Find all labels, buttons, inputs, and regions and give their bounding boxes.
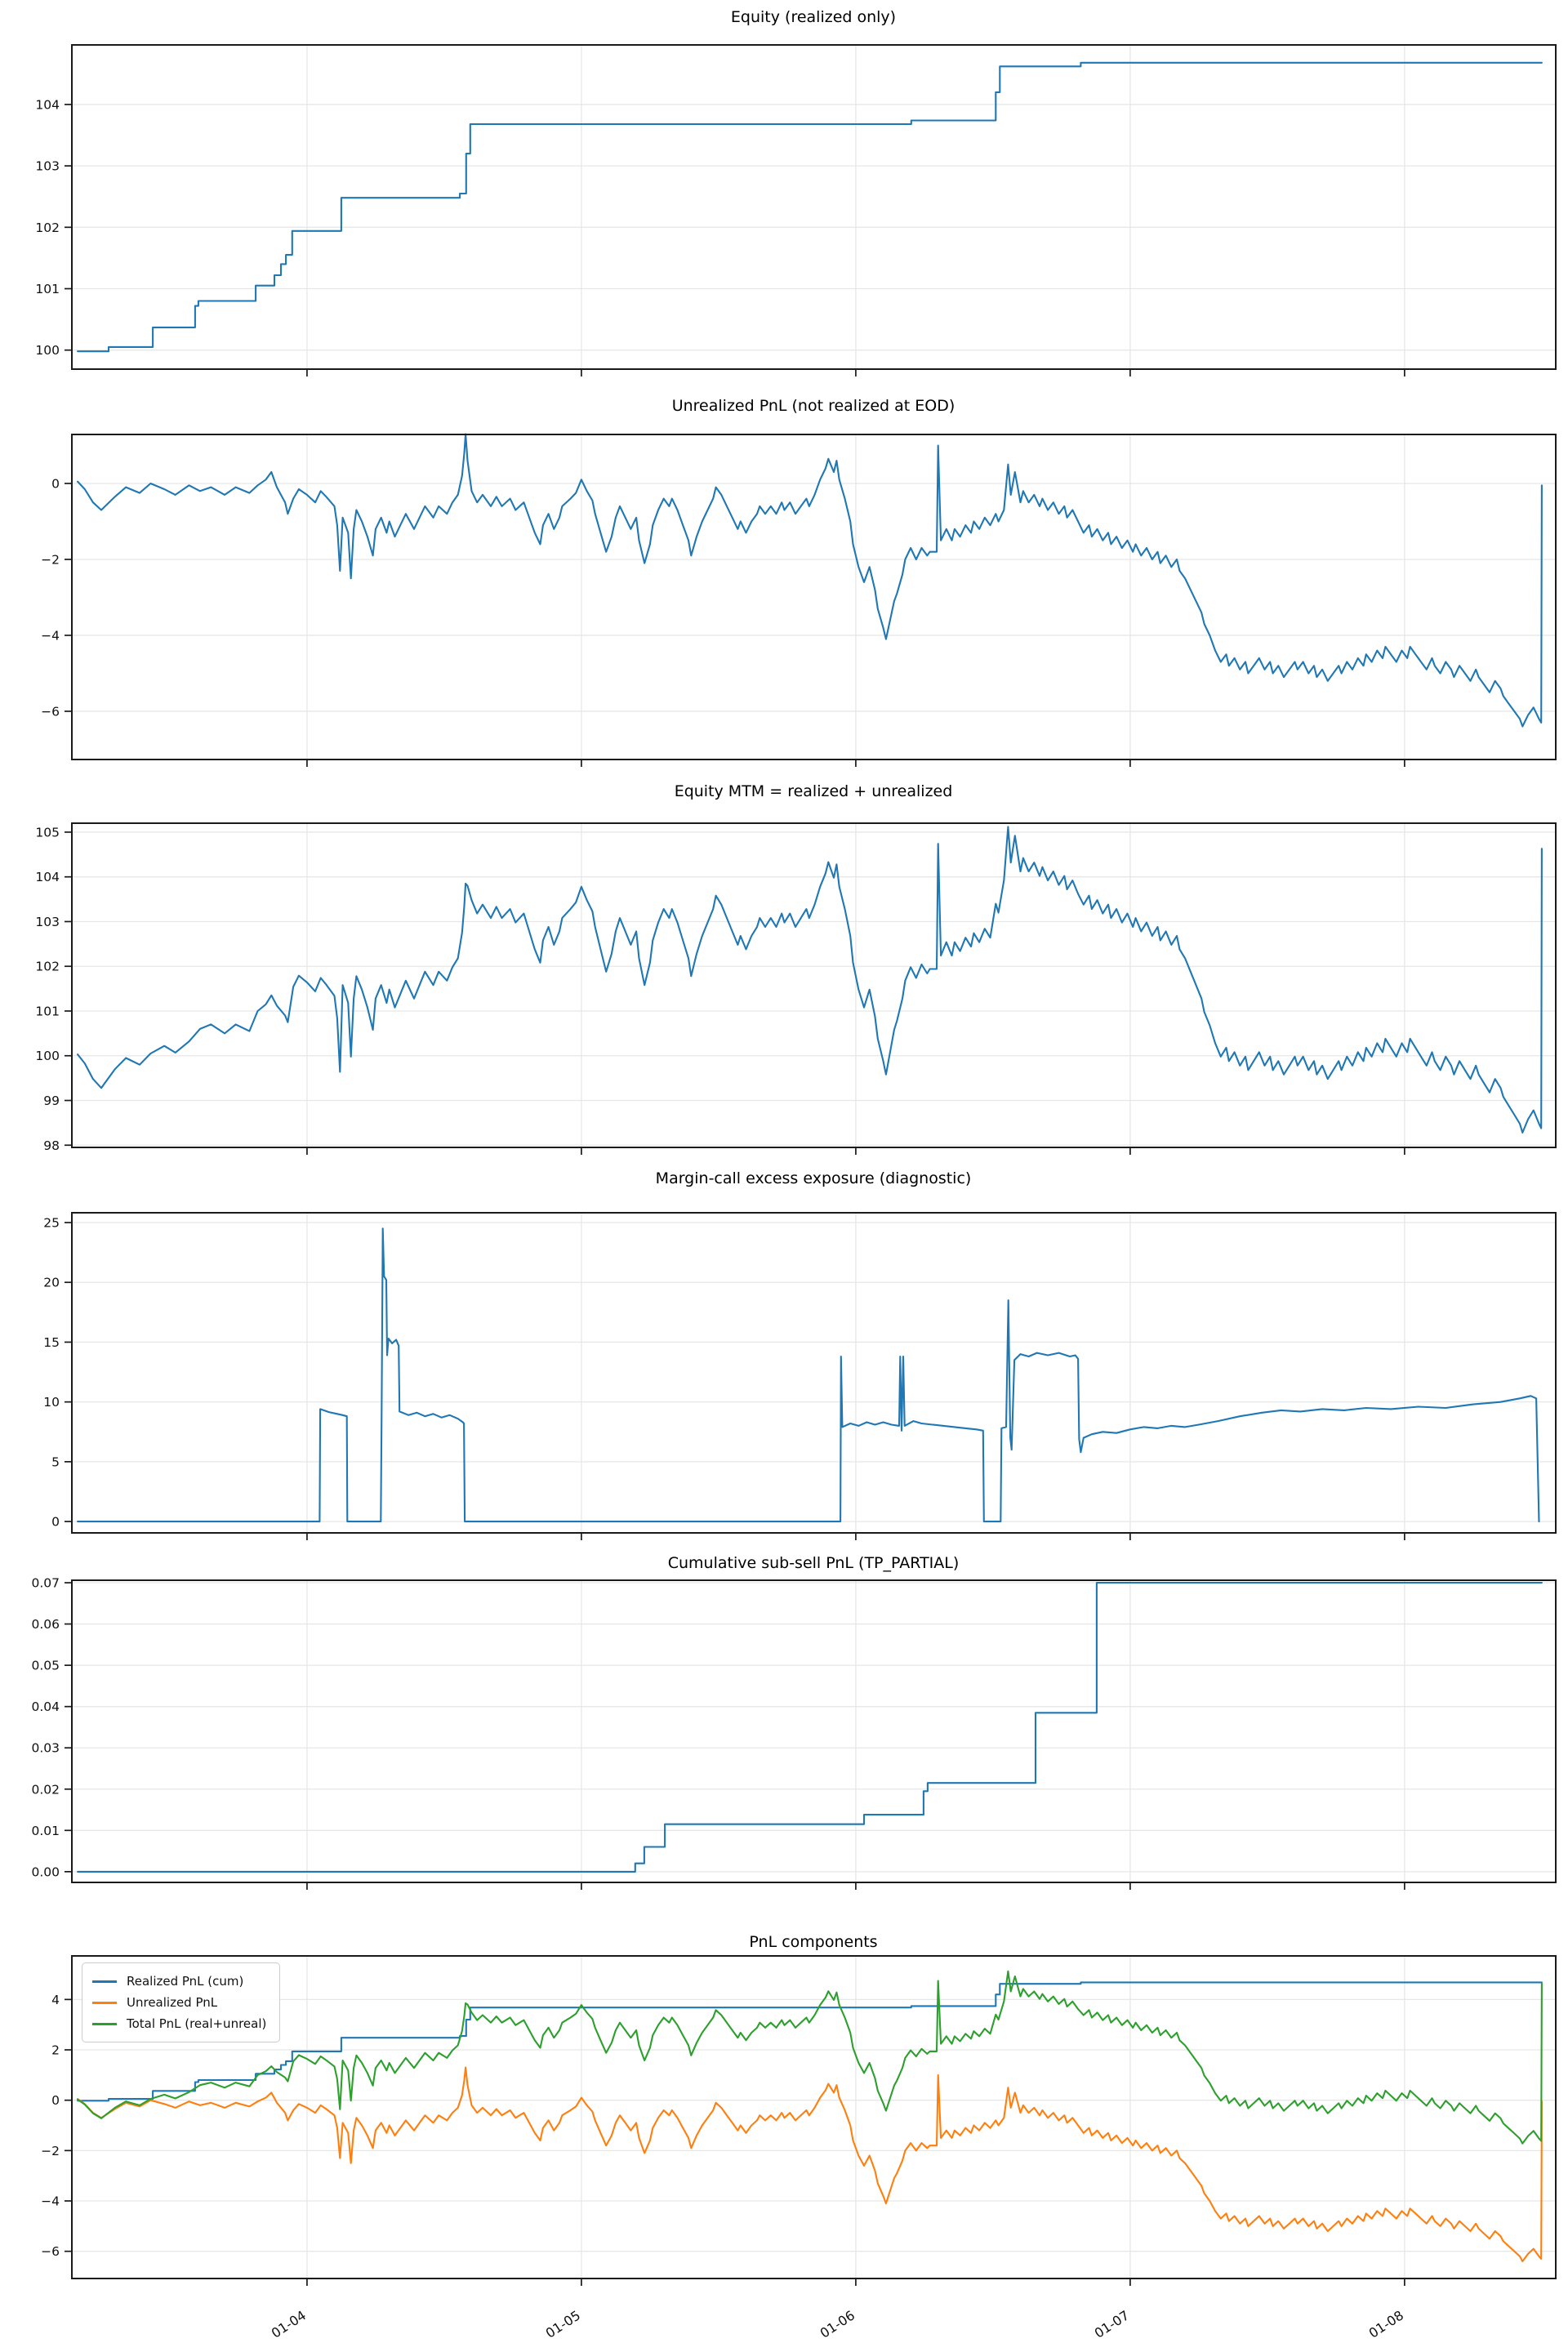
svg-text:4: 4 [51, 1993, 60, 2007]
svg-text:0: 0 [51, 2093, 60, 2108]
equity-mtm-canvas: 98 99 100 101 102 103 104 105 [35, 822, 1557, 1155]
legend-item-total: Total PnL (real+unreal) [92, 2013, 266, 2034]
svg-text:20: 20 [43, 1276, 60, 1290]
chart-title-unrealized-pnl: Unrealized PnL (not realized at EOD) [671, 397, 956, 415]
svg-text:0.05: 0.05 [31, 1659, 60, 1673]
svg-text:01-08: 01-08 [1366, 2307, 1406, 2341]
svg-text:−4: −4 [41, 628, 60, 643]
total-line-swatch [92, 2022, 117, 2025]
svg-text:01-04: 01-04 [269, 2307, 309, 2341]
legend-item-realized: Realized PnL (cum) [92, 1971, 266, 1992]
unrealized-pnl-canvas: 0 −2 −4 −6 [41, 433, 1557, 767]
margin-excess-canvas: 0 5 10 15 20 25 [43, 1212, 1557, 1540]
svg-text:01-06: 01-06 [817, 2307, 858, 2341]
equity-realized-chart: Equity (realized only) 100 101 102 103 104 [0, 0, 1568, 384]
chart-title-sub-sell-pnl: Cumulative sub-sell PnL (TP_PARTIAL) [667, 1554, 960, 1572]
unrealized-line-swatch [92, 2001, 117, 2004]
legend-label-unrealized: Unrealized PnL [127, 1995, 218, 2010]
sub-sell-pnl-chart: Cumulative sub-sell PnL (TP_PARTIAL) 0.0… [0, 1548, 1568, 1931]
svg-text:0.01: 0.01 [31, 1824, 60, 1838]
legend-label-realized: Realized PnL (cum) [127, 1974, 244, 1989]
legend-label-total: Total PnL (real+unreal) [127, 2016, 267, 2031]
svg-text:0.02: 0.02 [31, 1782, 60, 1797]
svg-text:2: 2 [51, 2043, 60, 2058]
svg-text:98: 98 [43, 1138, 60, 1153]
svg-text:101: 101 [35, 1004, 60, 1018]
pnl-components-chart: PnL components 4 2 0 −2 −4 −6 01-04 01-05 01-06 0… [0, 1931, 1568, 2352]
svg-text:103: 103 [35, 159, 60, 174]
svg-text:0.07: 0.07 [31, 1576, 60, 1591]
svg-text:0.03: 0.03 [31, 1741, 60, 1756]
chart-title-equity-realized: Equity (realized only) [730, 8, 897, 26]
chart-title-pnl-components: PnL components [749, 1933, 878, 1951]
svg-text:105: 105 [35, 825, 60, 840]
chart-title-margin-excess: Margin-call excess exposure (diagnostic) [655, 1169, 972, 1187]
svg-text:10: 10 [43, 1395, 60, 1410]
svg-text:−2: −2 [41, 552, 60, 567]
svg-text:01-07: 01-07 [1092, 2307, 1132, 2341]
svg-text:5: 5 [51, 1454, 60, 1469]
legend: Realized PnL (cum) Unrealized PnL Total … [82, 1962, 281, 2042]
svg-text:−6: −6 [41, 704, 60, 719]
svg-text:0.06: 0.06 [31, 1617, 60, 1632]
equity-mtm-chart: Equity MTM = realized + unrealized 98 99 1… [0, 772, 1568, 1160]
svg-text:0.00: 0.00 [31, 1864, 60, 1879]
unrealized-pnl-chart: Unrealized PnL (not realized at EOD) 0 −2… [0, 384, 1568, 772]
svg-text:25: 25 [43, 1216, 60, 1231]
svg-text:100: 100 [35, 1049, 60, 1063]
chart-title-equity-mtm: Equity MTM = realized + unrealized [674, 782, 953, 800]
svg-text:0: 0 [51, 476, 60, 491]
equity-realized-canvas: 100 101 102 103 104 [35, 44, 1557, 376]
svg-text:104: 104 [35, 870, 60, 884]
svg-text:104: 104 [35, 97, 60, 112]
margin-excess-chart: Margin-call excess exposure (diagnostic)… [0, 1160, 1568, 1548]
svg-text:0: 0 [51, 1515, 60, 1530]
sub-sell-pnl-canvas: 0.00 0.01 0.02 0.03 0.04 0.05 0.06 0.07 [31, 1576, 1557, 1890]
svg-text:01-05: 01-05 [543, 2307, 583, 2341]
svg-text:103: 103 [35, 915, 60, 929]
svg-text:0.04: 0.04 [31, 1699, 60, 1714]
svg-text:−6: −6 [41, 2244, 60, 2259]
svg-text:102: 102 [35, 960, 60, 974]
pnl-components-canvas: 4 2 0 −2 −4 −6 01-04 01-05 01-06 01-07 01-08 [41, 1955, 1557, 2341]
svg-text:100: 100 [35, 343, 60, 358]
svg-text:−4: −4 [41, 2194, 60, 2209]
svg-text:15: 15 [43, 1335, 60, 1350]
legend-item-unrealized: Unrealized PnL [92, 1992, 266, 2013]
svg-text:102: 102 [35, 220, 60, 235]
svg-text:99: 99 [43, 1094, 60, 1108]
svg-text:−2: −2 [41, 2144, 60, 2158]
realized-line-swatch [92, 1980, 117, 1983]
svg-text:101: 101 [35, 282, 60, 296]
